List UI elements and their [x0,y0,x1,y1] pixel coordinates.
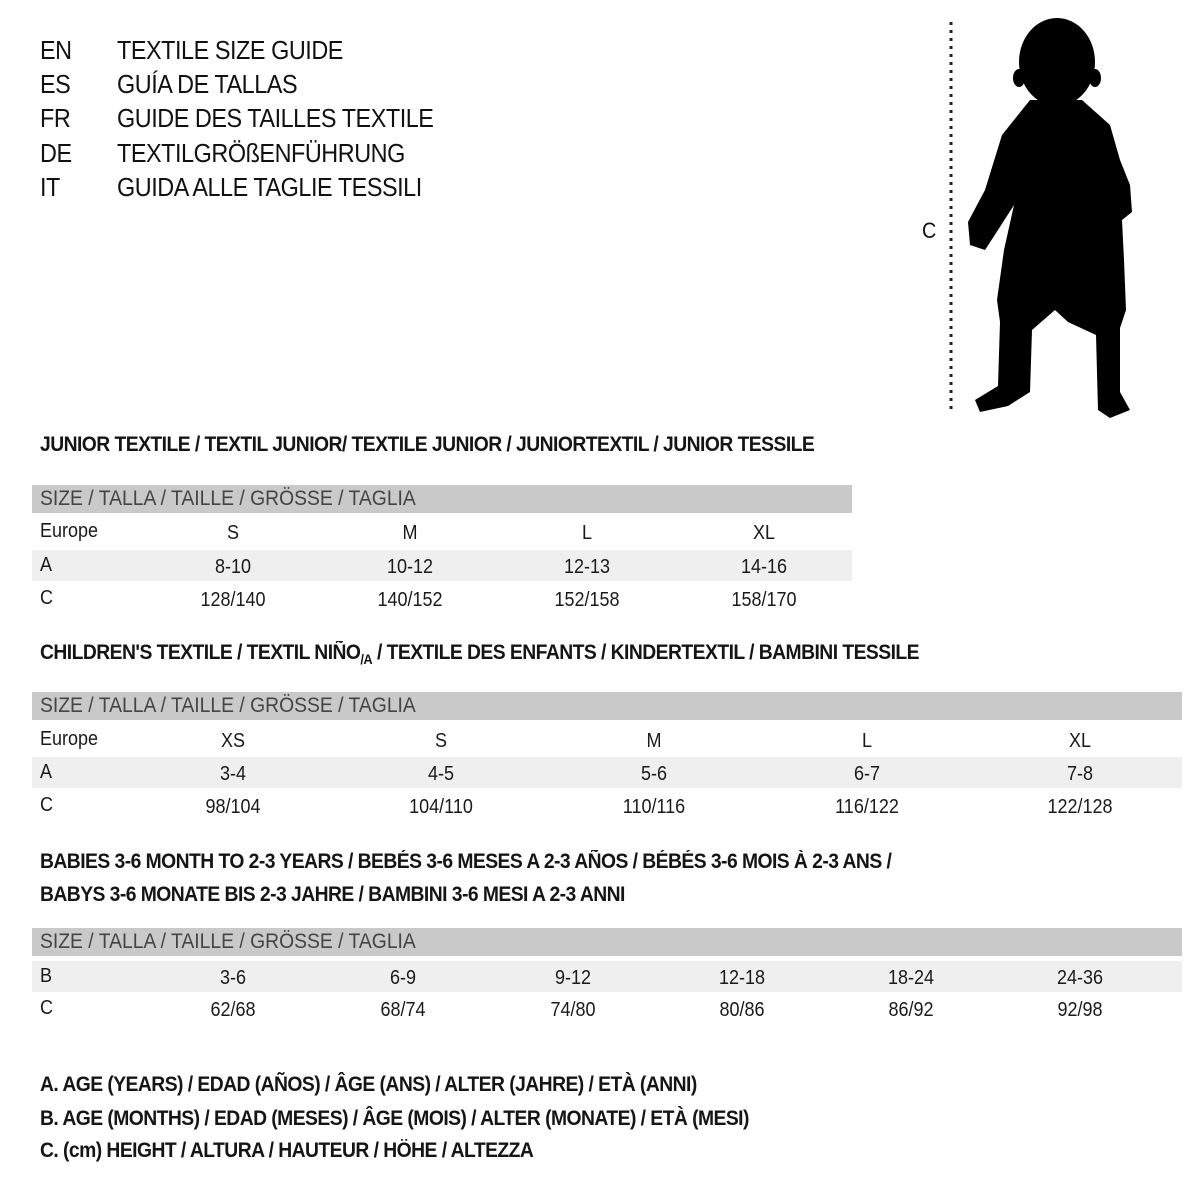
row-band [32,961,1182,992]
row-label: Europe [40,728,99,750]
row-label: Europe [40,520,99,542]
legend-item: C. (cm) HEIGHT / ALTURA / HAUTEUR / HÖHE… [40,1139,534,1162]
section-title: BABIES 3-6 MONTH TO 2-3 YEARS / BEBÉS 3-… [40,850,892,873]
size-cell: 6-7 [853,763,881,785]
guide-title: GUIDE DES TAILLES TEXTILE [117,103,434,133]
language-code: EN [40,35,72,65]
size-cell: S [434,730,448,752]
size-cell: 74/80 [550,999,596,1021]
language-code: ES [40,69,71,99]
size-cell: 14-16 [740,556,788,578]
size-cell: M [646,730,662,752]
size-cell: 158/170 [731,589,797,611]
guide-title: TEXTILGRÖßENFÜHRUNG [117,138,405,168]
size-cell: 140/152 [377,589,443,611]
guide-title: GUIDA ALLE TAGLIE TESSILI [117,172,422,202]
size-cell: 98/104 [205,796,261,818]
size-header-band [32,692,1182,720]
legend-item: B. AGE (MONTHS) / EDAD (MESES) / ÂGE (MO… [40,1107,749,1130]
size-cell: 12-18 [718,967,766,989]
size-cell: 122/128 [1047,796,1113,818]
size-cell: 8-10 [214,556,252,578]
size-cell: 24-36 [1056,967,1104,989]
size-cell: 128/140 [200,589,266,611]
language-code: FR [40,103,71,133]
section-title-line-2: BABYS 3-6 MONATE BIS 2-3 JAHRE / BAMBINI… [40,883,625,906]
size-cell: 5-6 [640,763,668,785]
size-cell: 152/158 [554,589,620,611]
size-cell: L [581,522,593,544]
section-title: CHILDREN'S TEXTILE / TEXTIL NIÑO/A / TEX… [40,641,920,668]
size-cell: 6-9 [389,967,417,989]
legend-item: A. AGE (YEARS) / EDAD (AÑOS) / ÂGE (ANS)… [40,1073,697,1096]
row-label: C [40,587,54,609]
size-cell: 12-13 [563,556,611,578]
size-cell: 7-8 [1066,763,1094,785]
row-label: A [40,554,53,576]
size-header: SIZE / TALLA / TAILLE / GRÖSSE / TAGLIA [40,930,416,953]
size-header: SIZE / TALLA / TAILLE / GRÖSSE / TAGLIA [40,694,416,717]
size-cell: 86/92 [888,999,934,1021]
size-cell: 68/74 [380,999,426,1021]
size-cell: 116/122 [835,796,899,818]
height-label: C [922,218,936,243]
size-cell: 110/116 [622,796,686,818]
size-header-band [32,928,1182,956]
row-label: C [40,997,54,1019]
size-cell: 10-12 [386,556,434,578]
size-cell: M [402,522,418,544]
row-label: C [40,794,54,816]
size-cell: 3-6 [219,967,247,989]
size-cell: 80/86 [719,999,765,1021]
size-cell: S [226,522,240,544]
size-cell: XS [220,730,246,752]
child-silhouette-icon [949,18,1132,418]
row-band [32,757,1182,788]
size-cell: 4-5 [427,763,455,785]
row-label: B [40,965,53,987]
size-header: SIZE / TALLA / TAILLE / GRÖSSE / TAGLIA [40,487,416,510]
section-title: JUNIOR TEXTILE / TEXTIL JUNIOR/ TEXTILE … [40,433,815,456]
size-cell: 104/110 [409,796,473,818]
row-band [32,550,852,581]
guide-title: TEXTILE SIZE GUIDE [117,35,343,65]
size-cell: 92/98 [1057,999,1103,1021]
guide-title: GUÍA DE TALLAS [117,69,298,99]
size-header-band [32,485,852,513]
size-cell: 9-12 [554,967,592,989]
size-cell: XL [1068,730,1092,752]
size-cell: 3-4 [219,763,247,785]
language-code: IT [40,172,60,202]
size-cell: L [861,730,873,752]
language-code: DE [40,138,72,168]
size-cell: 18-24 [887,967,935,989]
row-label: A [40,761,53,783]
size-cell: XL [752,522,776,544]
size-cell: 62/68 [210,999,256,1021]
